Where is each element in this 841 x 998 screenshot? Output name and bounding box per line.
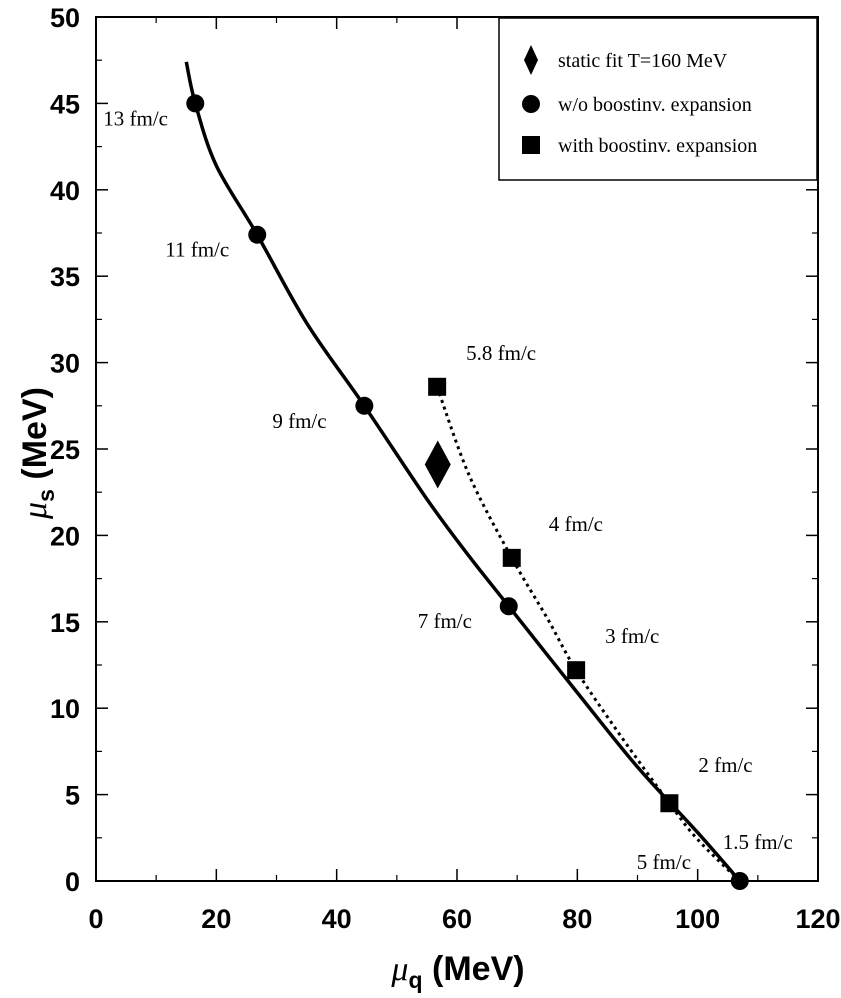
- square-marker: [660, 794, 679, 813]
- x-ticks: 0 20 40 60 80 100 120: [88, 17, 841, 934]
- legend-square-marker: [522, 136, 540, 154]
- y-tick-label: 25: [50, 435, 80, 465]
- x-axis-unit: (MeV): [423, 950, 525, 988]
- x-axis-title: μq (MeV): [390, 950, 524, 993]
- curve-without-expansion: [184, 61, 742, 883]
- time-label: 13 fm/c: [103, 106, 168, 130]
- circle-marker: [355, 396, 374, 415]
- markers: [186, 94, 749, 890]
- circle-marker: [248, 225, 267, 244]
- y-tick-label: 5: [65, 781, 80, 811]
- time-label: 11 fm/c: [165, 238, 229, 262]
- x-tick-label: 100: [675, 904, 720, 934]
- y-tick-label: 10: [50, 694, 80, 724]
- legend-circle-marker: [522, 95, 540, 113]
- legend-label-without-expansion: w/o boostinv. expansion: [558, 94, 752, 116]
- y-tick-label: 35: [50, 262, 80, 292]
- y-axis-unit: (MeV): [16, 387, 54, 489]
- x-tick-label: 0: [88, 904, 103, 934]
- time-label: 9 fm/c: [272, 409, 326, 433]
- curve-with-expansion: [435, 386, 741, 883]
- y-tick-label: 0: [65, 867, 80, 897]
- legend-label-with-expansion: with boostinv. expansion: [558, 135, 757, 157]
- legend-label-static-fit: static fit T=160 MeV: [558, 50, 728, 72]
- square-marker: [567, 661, 586, 680]
- y-axis-subscript: s: [33, 489, 59, 502]
- y-tick-label: 30: [50, 349, 80, 379]
- time-label: 4 fm/c: [549, 512, 603, 536]
- legend-box: [498, 17, 818, 181]
- circle-marker: [186, 94, 205, 113]
- x-axis-subscript: q: [409, 967, 423, 993]
- diamond-marker: [424, 440, 451, 489]
- square-marker: [502, 548, 521, 567]
- y-tick-label: 15: [50, 608, 80, 638]
- curves: [184, 61, 742, 883]
- y-axis-title: μs (MeV): [16, 387, 59, 520]
- y-tick-label: 20: [50, 521, 80, 551]
- time-label: 7 fm/c: [418, 609, 472, 633]
- annotations: 13 fm/c 11 fm/c 9 fm/c 7 fm/c 5 fm/c 5.8 fm/c…: [103, 106, 792, 874]
- time-label: 3 fm/c: [605, 624, 659, 648]
- x-tick-label: 40: [322, 904, 352, 934]
- y-tick-label: 40: [50, 176, 80, 206]
- x-tick-label: 20: [201, 904, 231, 934]
- y-axis-symbol: μ: [17, 502, 54, 520]
- legend-diamond-marker: [524, 45, 538, 75]
- time-label: 2 fm/c: [698, 753, 752, 777]
- x-axis-symbol: μ: [390, 951, 408, 988]
- x-tick-label: 60: [442, 904, 472, 934]
- circle-marker: [499, 597, 518, 616]
- legend: static fit T=160 MeV w/o boostinv. expan…: [498, 17, 818, 181]
- time-label: 5.8 fm/c: [466, 341, 536, 365]
- time-label: 5 fm/c: [637, 850, 691, 874]
- y-ticks: 0 5 10 15 20 25 30 35 40 45 50: [50, 3, 818, 897]
- square-marker: [428, 377, 447, 396]
- x-tick-label: 80: [562, 904, 592, 934]
- y-tick-label: 45: [50, 89, 80, 119]
- time-label: 1.5 fm/c: [723, 830, 793, 854]
- y-tick-label: 50: [50, 3, 80, 33]
- x-tick-label: 120: [795, 904, 840, 934]
